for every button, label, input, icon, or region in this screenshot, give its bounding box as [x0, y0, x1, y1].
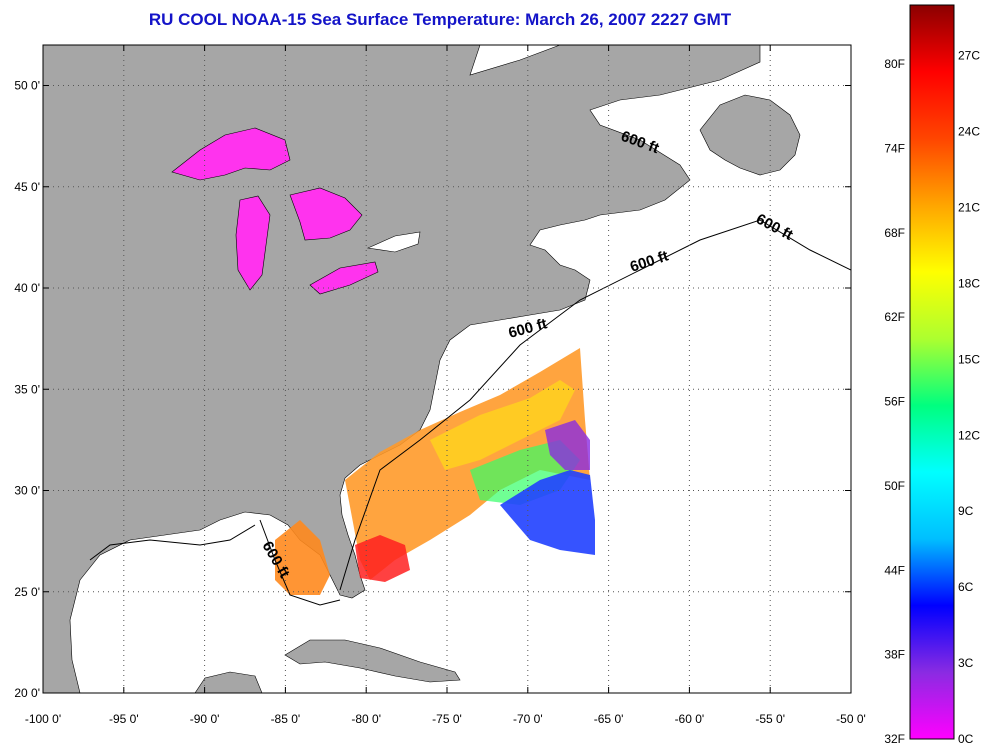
- colorbar-gradient: [909, 4, 955, 740]
- lon-tick-label: -75 0': [432, 712, 462, 726]
- latitude-axis: 50 0' 45 0' 40 0' 35 0' 30 0' 25 0' 20 0': [14, 79, 851, 700]
- colorbar-fahrenheit-label: 38F: [884, 648, 905, 662]
- colorbar-celsius-label: 9C: [958, 504, 974, 518]
- land-cuba: [284, 639, 461, 683]
- lon-tick-label: -70 0': [513, 712, 543, 726]
- lat-tick-label: 20 0': [14, 686, 40, 700]
- lake-superior: [171, 127, 291, 181]
- lat-tick-label: 50 0': [14, 79, 40, 93]
- land-north-america: [43, 45, 761, 693]
- lake-erie: [309, 261, 379, 295]
- colorbar-celsius-label: 6C: [958, 580, 974, 594]
- lat-tick-label: 35 0': [14, 382, 40, 396]
- colorbar-celsius-label: 18C: [958, 276, 980, 290]
- celsius-labels: 27C 24C 21C 18C 15C 12C 9C 6C 3C 0C: [958, 49, 980, 746]
- grid-lines: [43, 45, 851, 694]
- lon-tick-label: -80 0': [351, 712, 381, 726]
- lon-tick-label: -90 0': [190, 712, 220, 726]
- colorbar-celsius-label: 12C: [958, 428, 980, 442]
- lat-tick-label: 45 0': [14, 180, 40, 194]
- lon-tick-label: -65 0': [594, 712, 624, 726]
- colorbar-fahrenheit-label: 50F: [884, 479, 905, 493]
- colorbar-celsius-label: 21C: [958, 200, 980, 214]
- sst-patch-purple: [545, 420, 590, 470]
- isobath-600ft-gulf-west: [89, 524, 256, 561]
- colorbar-celsius-label: 0C: [958, 732, 974, 746]
- lon-tick-label: -100 0': [25, 712, 61, 726]
- lon-tick-label: -60 0': [675, 712, 705, 726]
- lake-ontario: [366, 231, 421, 253]
- land-newfoundland: [699, 94, 801, 176]
- colorbar-fahrenheit-label: 68F: [884, 226, 905, 240]
- lat-tick-label: 40 0': [14, 281, 40, 295]
- sst-patch-yellow: [430, 380, 575, 470]
- fahrenheit-labels: 80F 74F 68F 62F 56F 50F 44F 38F 32F: [884, 57, 905, 746]
- map-title: RU COOL NOAA-15 Sea Surface Temperature:…: [148, 10, 732, 29]
- longitude-axis: -100 0' -95 0' -90 0' -85 0' -80 0' -75 0' -70…: [25, 45, 866, 726]
- colorbar-celsius-label: 15C: [958, 352, 980, 366]
- isobath-600ft-gulf: [259, 519, 341, 606]
- land-yucatan: [194, 671, 263, 693]
- colorbar-fahrenheit-label: 80F: [884, 57, 905, 71]
- sst-patch-blue: [500, 470, 595, 555]
- colorbar-celsius-label: 27C: [958, 49, 980, 63]
- lon-tick-label: -85 0': [271, 712, 301, 726]
- colorbar-celsius-label: 24C: [958, 125, 980, 139]
- colorbar-fahrenheit-label: 56F: [884, 395, 905, 409]
- isobath-600ft: [339, 219, 851, 591]
- colorbar-fahrenheit-label: 74F: [884, 141, 905, 155]
- lake-michigan: [235, 195, 271, 291]
- sst-patch-red: [355, 535, 410, 582]
- colorbar-fahrenheit-label: 44F: [884, 563, 905, 577]
- lake-huron: [289, 187, 363, 241]
- lon-tick-label: -55 0': [755, 712, 785, 726]
- colorbar-celsius-label: 3C: [958, 656, 974, 670]
- lon-tick-label: -95 0': [109, 712, 139, 726]
- colorbar-fahrenheit-label: 32F: [884, 732, 905, 746]
- lat-tick-label: 30 0': [14, 484, 40, 498]
- lon-tick-label: -50 0': [836, 712, 866, 726]
- sst-patch-gulf: [275, 520, 330, 595]
- colorbar-fahrenheit-label: 62F: [884, 310, 905, 324]
- lat-tick-label: 25 0': [14, 585, 40, 599]
